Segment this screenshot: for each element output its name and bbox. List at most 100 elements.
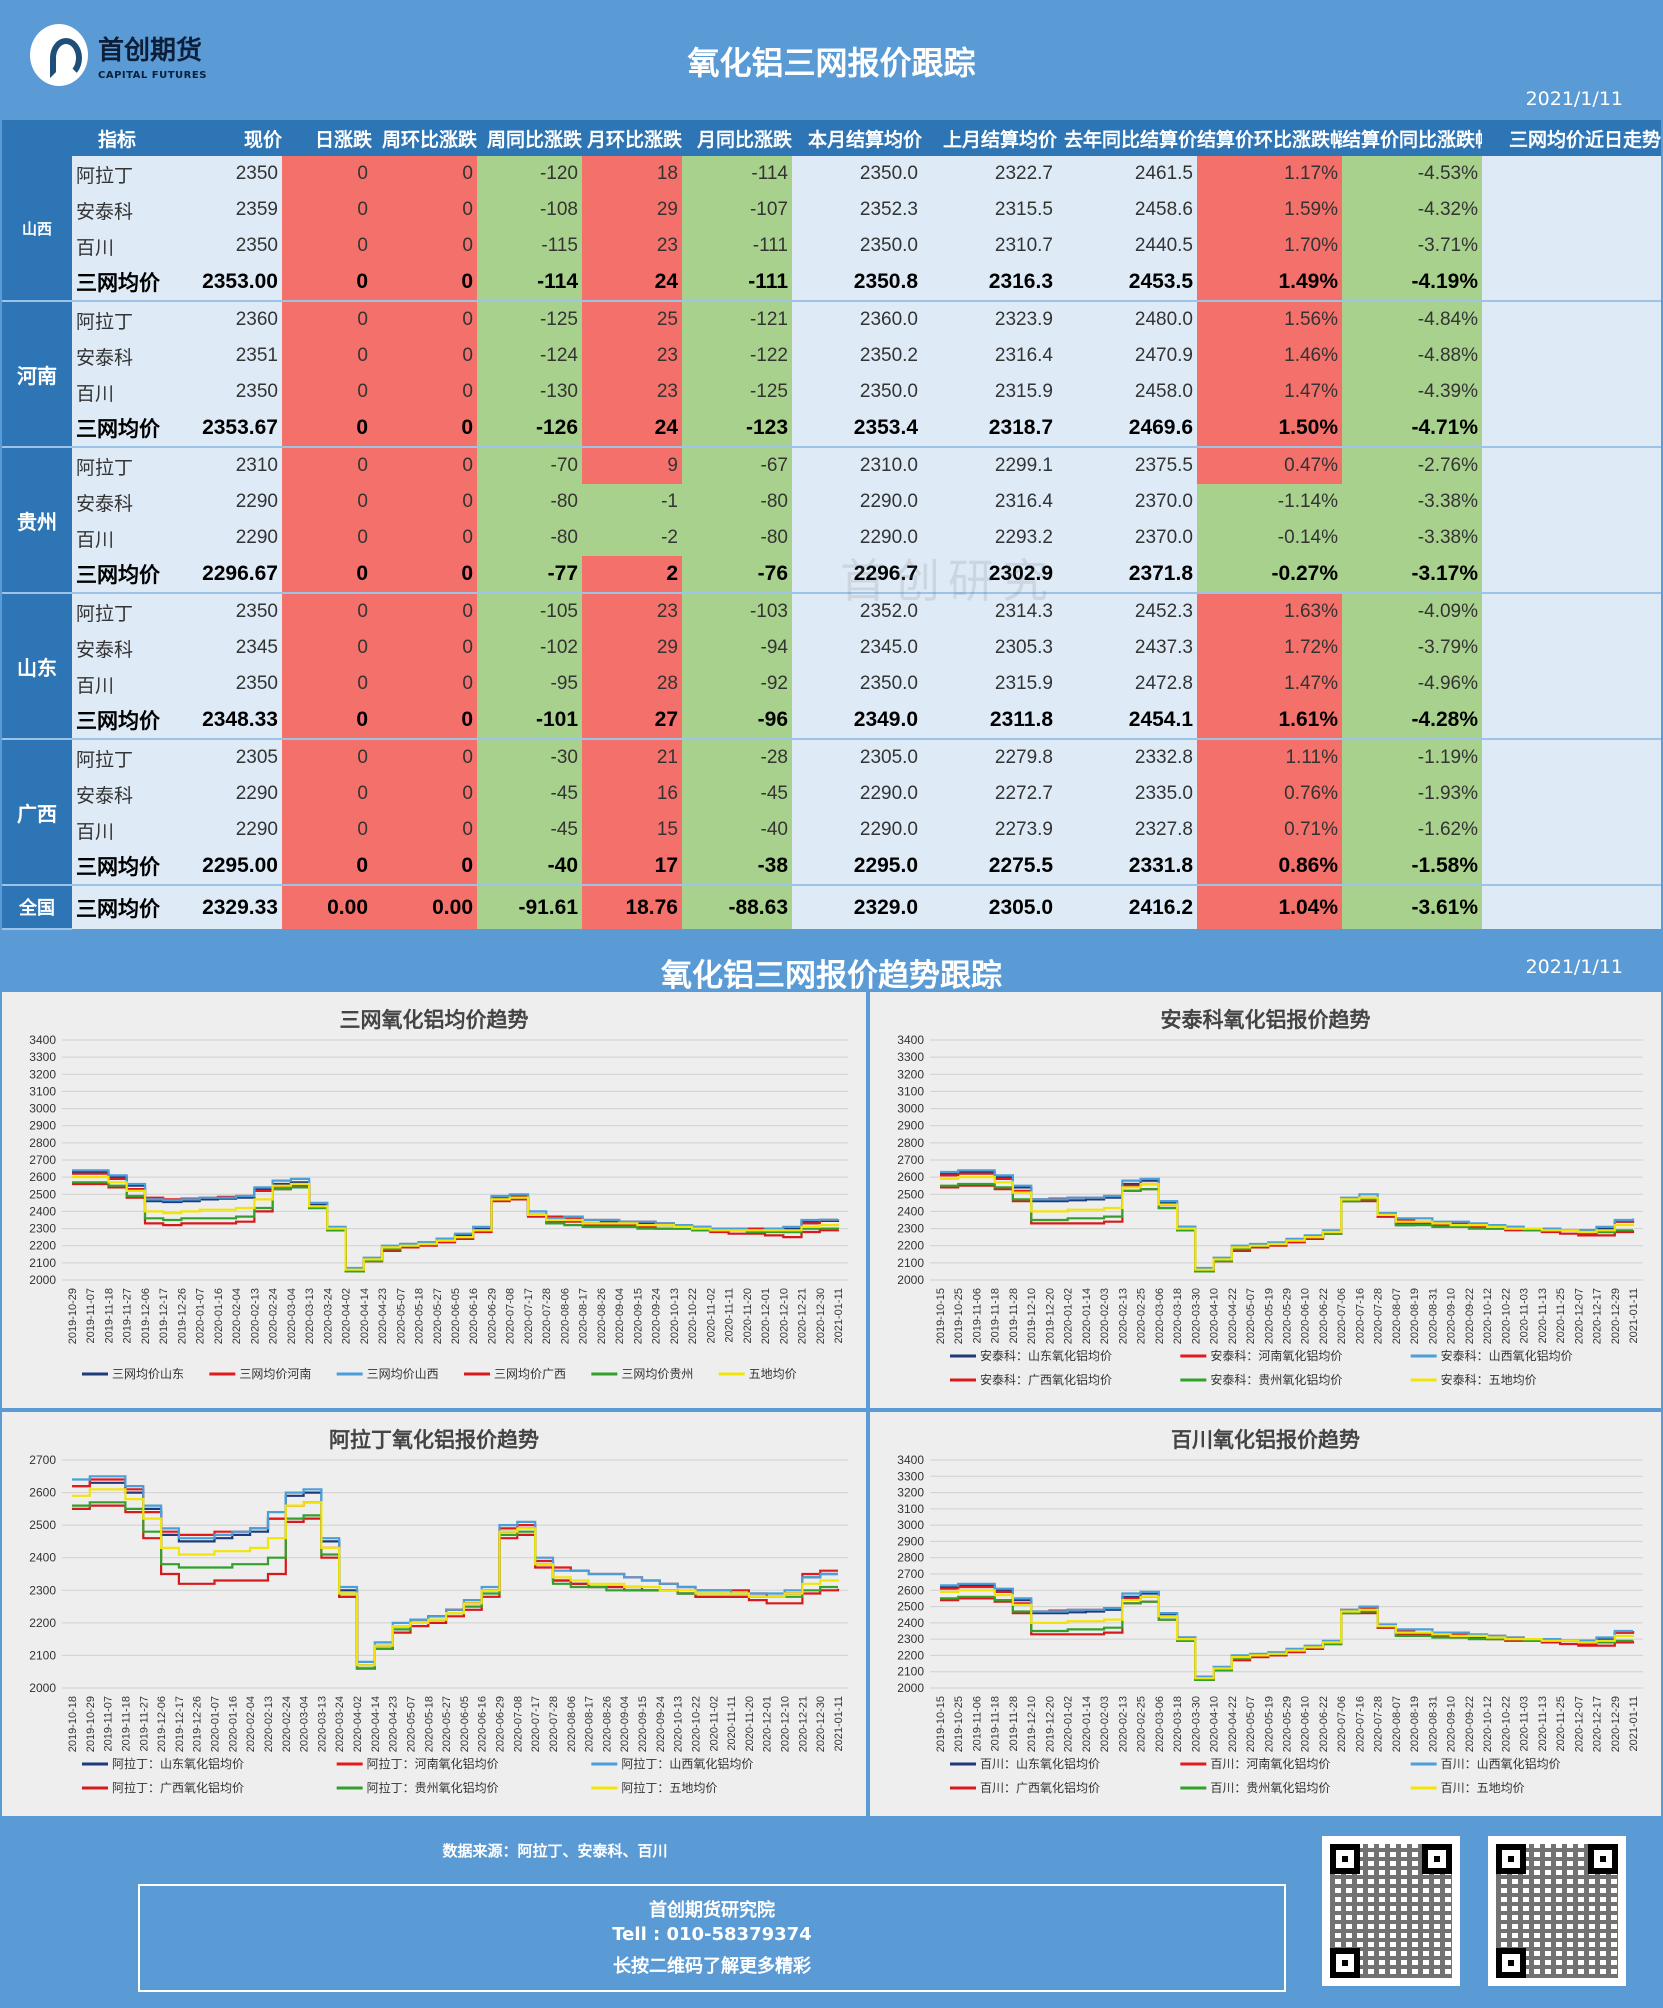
- table-cell: -95: [477, 666, 582, 702]
- x-tick-label: 2019-11-28: [1008, 1696, 1020, 1751]
- x-tick-label: 2020-09-22: [1464, 1288, 1476, 1344]
- x-tick-label: 2021-01-11: [833, 1288, 845, 1343]
- table-cell: 2290: [162, 520, 282, 556]
- table-cell: -114: [477, 264, 582, 302]
- header-cell-province: [2, 120, 72, 156]
- x-tick-label: 2020-05-18: [414, 1288, 426, 1344]
- table-cell: 2323.9: [922, 301, 1057, 338]
- table-cell: 2290: [162, 812, 282, 848]
- legend-label: 阿拉丁：山西氧化铝均价: [621, 1756, 753, 1771]
- x-tick-label: 2020-04-02: [352, 1696, 364, 1752]
- table-cell: -0.27%: [1197, 556, 1342, 594]
- table-cell: 2472.8: [1057, 666, 1197, 702]
- y-tick-label: 2100: [29, 1648, 56, 1662]
- legend-label: 安泰科：山东氧化铝均价: [980, 1348, 1112, 1363]
- data-source: 数据来源：阿拉丁、安泰科、百川: [442, 1842, 668, 1860]
- table-cell: 23: [582, 593, 682, 630]
- x-tick-label: 2020-02-24: [281, 1696, 293, 1752]
- series-line: [72, 1182, 840, 1273]
- table-cell: 1.46%: [1197, 338, 1342, 374]
- qr-code-left[interactable]: [1322, 1836, 1460, 1986]
- y-tick-label: 2100: [897, 1665, 924, 1679]
- capital-futures-logo-icon: [30, 24, 88, 86]
- table-row-average: 三网均价 2295.00 0 0 -40 17 -38 2295.0 2275.5 2331.8 0…: [2, 848, 1661, 886]
- series-line: [940, 1589, 1635, 1680]
- table-cell: 2370.0: [1057, 520, 1197, 556]
- x-tick-label: 2019-12-20: [1044, 1288, 1056, 1344]
- table-cell: 2310: [162, 447, 282, 484]
- x-tick-label: 2020-01-02: [1063, 1696, 1075, 1752]
- org-name: 首创期货研究院: [649, 1900, 775, 1921]
- x-tick-label: 2020-08-06: [559, 1288, 571, 1344]
- table-cell: 2305.3: [922, 630, 1057, 666]
- table-cell: 2290: [162, 484, 282, 520]
- table-cell: 2315.5: [922, 192, 1057, 228]
- trend-cell: [1482, 520, 1661, 556]
- table-cell: 0: [282, 739, 372, 776]
- table-cell: 2350: [162, 156, 282, 192]
- x-tick-label: 2020-03-30: [1190, 1288, 1202, 1344]
- y-tick-label: 2400: [29, 1551, 56, 1565]
- row-label: 安泰科: [72, 484, 162, 520]
- y-tick-label: 2600: [897, 1583, 924, 1597]
- table-cell: 0: [372, 702, 477, 740]
- qr-prompt: 长按二维码了解更多精彩: [613, 1956, 811, 1977]
- qr-code-right[interactable]: [1488, 1836, 1626, 1986]
- legend-label: 安泰科：河南氧化铝均价: [1210, 1348, 1342, 1363]
- table-cell: 2305.0: [792, 739, 922, 776]
- y-tick-label: 2900: [897, 1534, 924, 1548]
- row-label: 三网均价: [72, 556, 162, 594]
- y-tick-label: 2300: [29, 1583, 56, 1597]
- table-cell: 2296.67: [162, 556, 282, 594]
- x-tick-label: 2020-05-18: [423, 1696, 435, 1752]
- row-label: 安泰科: [72, 776, 162, 812]
- x-tick-label: 2020-08-17: [584, 1696, 596, 1752]
- table-cell: 2310.7: [922, 228, 1057, 264]
- header: 首创期货 CAPITAL FUTURES 氧化铝三网报价跟踪 2021/1/11: [0, 0, 1663, 120]
- table-cell: -123: [682, 410, 792, 448]
- table-cell: -4.71%: [1342, 410, 1482, 448]
- table-cell: 2440.5: [1057, 228, 1197, 264]
- x-tick-label: 2020-05-19: [1263, 1696, 1275, 1752]
- x-tick-label: 2020-06-10: [1300, 1696, 1312, 1752]
- chart-title: 百川氧化铝报价趋势: [1171, 1428, 1360, 1452]
- row-label: 百川: [72, 812, 162, 848]
- report-date: 2021/1/11: [1525, 88, 1623, 110]
- table-cell: 2322.7: [922, 156, 1057, 192]
- table-cell: 0: [372, 484, 477, 520]
- y-tick-label: 2800: [897, 1551, 924, 1565]
- x-tick-label: 2020-12-07: [1573, 1696, 1585, 1752]
- header-cell: 结算价环比涨跌幅: [1197, 120, 1342, 156]
- table-header-row: 指标 现价 日涨跌 周环比涨跌 周同比涨跌 月环比涨跌 月同比涨跌 本月结算均价 上月结算均价去…: [2, 120, 1661, 156]
- x-tick-label: 2020-01-14: [1081, 1696, 1093, 1752]
- page-title: 氧化铝三网报价跟踪: [687, 44, 976, 82]
- table-cell: 2314.3: [922, 593, 1057, 630]
- y-tick-label: 2000: [897, 1273, 924, 1287]
- table-cell: 29: [582, 192, 682, 228]
- trend-cell: [1482, 739, 1661, 776]
- table-cell: -125: [477, 301, 582, 338]
- table-cell: 2350: [162, 593, 282, 630]
- y-tick-label: 3400: [29, 1033, 56, 1047]
- table-cell: -107: [682, 192, 792, 228]
- table-cell: 2375.5: [1057, 447, 1197, 484]
- table-cell: 0.86%: [1197, 848, 1342, 886]
- table-cell: 1.49%: [1197, 264, 1342, 302]
- line-chart: 3400 3300 3200 3100 3000 2900 2800 2700 2600 2500…: [897, 1453, 1643, 1795]
- header-cell: 月环比涨跌: [582, 120, 682, 156]
- x-tick-label: 2020-10-22: [687, 1288, 699, 1344]
- table-cell: -1.58%: [1342, 848, 1482, 886]
- x-tick-label: 2020-05-07: [1245, 1288, 1257, 1344]
- y-tick-label: 2900: [29, 1119, 56, 1133]
- watermark: 首创研究: [840, 554, 1056, 608]
- trend-cell: [1482, 192, 1661, 228]
- section2-title: 氧化铝三网报价趋势跟踪: [661, 958, 1002, 994]
- x-tick-label: 2019-11-28: [1008, 1288, 1020, 1343]
- table-cell: 1.47%: [1197, 666, 1342, 702]
- x-tick-label: 2020-05-07: [395, 1288, 407, 1344]
- x-tick-label: 2020-11-25: [1555, 1696, 1567, 1751]
- row-label: 阿拉丁: [72, 447, 162, 484]
- table-cell: -3.79%: [1342, 630, 1482, 666]
- x-tick-label: 2020-01-16: [213, 1288, 225, 1344]
- table-row: 广西 阿拉丁 2305 0 0 -30 21 -28 2305.0 2279.8 2332.8 1.1…: [2, 739, 1661, 886]
